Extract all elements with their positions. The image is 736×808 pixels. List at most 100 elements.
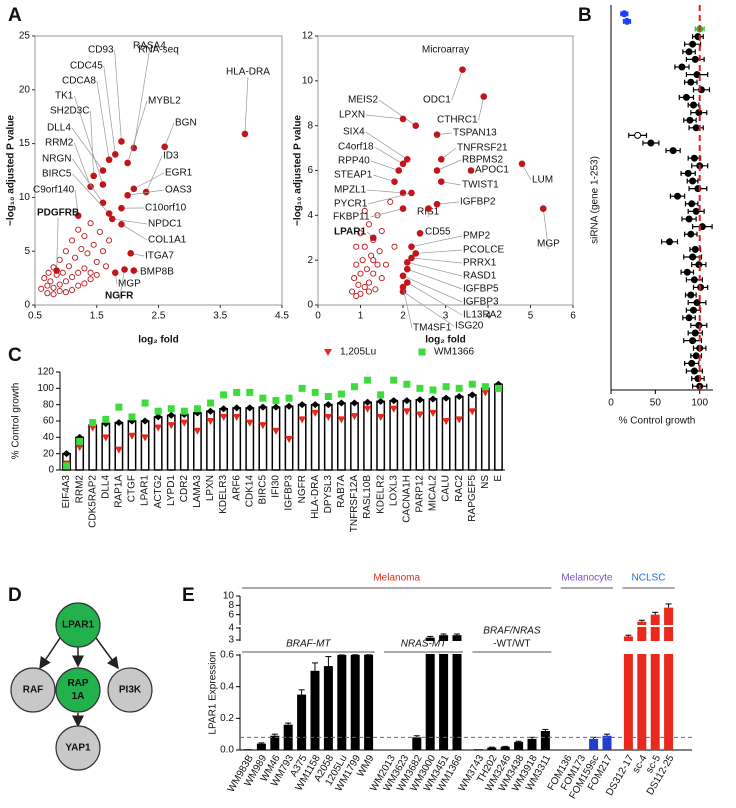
point	[685, 48, 693, 56]
panel-letter: D	[8, 585, 22, 606]
point	[666, 238, 674, 246]
panel-letter: E	[182, 585, 195, 606]
point	[437, 178, 445, 186]
bar	[140, 420, 150, 471]
point-open	[370, 270, 377, 277]
point-open	[81, 233, 88, 240]
point	[130, 267, 138, 274]
plot-title: Microarray	[422, 45, 469, 56]
x-tick-label: IFI30	[271, 475, 282, 498]
point-label: BMP8B	[140, 267, 174, 278]
point-open	[47, 278, 54, 285]
x-axis-label: log₂ fold	[138, 335, 179, 346]
point-open	[96, 228, 103, 235]
leader-line	[71, 127, 104, 171]
point-open	[93, 258, 100, 266]
y-tick-label: 0	[24, 300, 30, 311]
bar-mean	[468, 391, 477, 399]
x-tick-label: 2	[400, 311, 406, 322]
point-open	[374, 261, 381, 268]
point-label: RASD1	[463, 271, 497, 282]
point	[105, 156, 113, 164]
point-open	[90, 241, 97, 248]
point	[74, 212, 82, 219]
bar-mean	[415, 396, 424, 404]
point	[623, 17, 631, 25]
point-open	[361, 207, 368, 214]
marker-triangle	[455, 416, 464, 424]
x-tick-label: 4.5	[275, 311, 289, 322]
marker-square	[350, 383, 358, 391]
marker-square	[220, 391, 228, 399]
point	[403, 155, 411, 163]
y-tick-label: 0.0	[220, 745, 234, 756]
bar-mean	[350, 399, 359, 407]
marker-triangle	[442, 418, 451, 425]
leader-line	[407, 282, 463, 316]
y-tick-label: 25	[19, 31, 31, 42]
point-label: TK1	[55, 91, 74, 102]
point-label: MYBL2	[148, 96, 181, 107]
point-label: RRM2	[45, 138, 74, 149]
leader-line	[415, 249, 463, 254]
bar	[270, 735, 280, 750]
point	[539, 205, 547, 212]
bar-mean	[62, 450, 71, 458]
point-open	[69, 273, 76, 281]
point	[408, 243, 415, 251]
point-label: PMP2	[463, 231, 491, 242]
point	[686, 116, 694, 124]
x-tick-label: E	[493, 475, 504, 482]
point-label: PYCR1	[334, 199, 368, 210]
point	[99, 199, 107, 207]
point	[416, 229, 424, 237]
point-open	[376, 248, 383, 255]
point	[674, 192, 682, 200]
point-label: NPDC1	[148, 219, 182, 230]
point	[685, 215, 693, 223]
point-label: PRRX1	[463, 258, 497, 269]
subgroup-label: NRAS-MT	[401, 639, 447, 650]
point-open	[81, 265, 88, 272]
bar	[540, 731, 550, 750]
point	[689, 40, 697, 48]
leader-line	[72, 173, 110, 214]
leader-line	[402, 286, 413, 329]
point-open	[65, 263, 73, 270]
bar	[88, 424, 98, 471]
point	[433, 200, 441, 208]
marker-triangle	[376, 413, 385, 421]
point	[687, 78, 695, 86]
point	[459, 66, 466, 73]
point	[687, 291, 695, 299]
x-tick-label: 1	[358, 311, 364, 322]
point	[108, 215, 116, 223]
bar	[415, 399, 425, 471]
y-tick-label: 120	[37, 367, 54, 378]
point-label: TWIST1	[462, 180, 499, 191]
point	[395, 167, 403, 174]
marker-square	[468, 380, 476, 388]
point-open	[56, 256, 63, 263]
point-label: MGP	[537, 239, 560, 250]
point-open	[41, 275, 48, 282]
point	[690, 154, 698, 162]
y-tick-label: 15	[19, 138, 31, 149]
bar-mean	[298, 401, 307, 409]
marker-triangle	[271, 427, 280, 435]
bar-mean	[389, 397, 398, 405]
point	[518, 160, 526, 168]
point	[130, 185, 138, 193]
point	[412, 250, 420, 257]
point	[118, 221, 125, 228]
point	[99, 181, 107, 188]
leader-line	[145, 155, 163, 193]
subgroup-label: BRAF-MT	[286, 639, 331, 650]
bar-mean	[442, 394, 451, 402]
point-label: RASA4	[133, 41, 166, 52]
marker-square	[494, 384, 502, 392]
bar	[454, 395, 464, 471]
point-open	[81, 280, 88, 287]
point-open	[378, 227, 385, 235]
